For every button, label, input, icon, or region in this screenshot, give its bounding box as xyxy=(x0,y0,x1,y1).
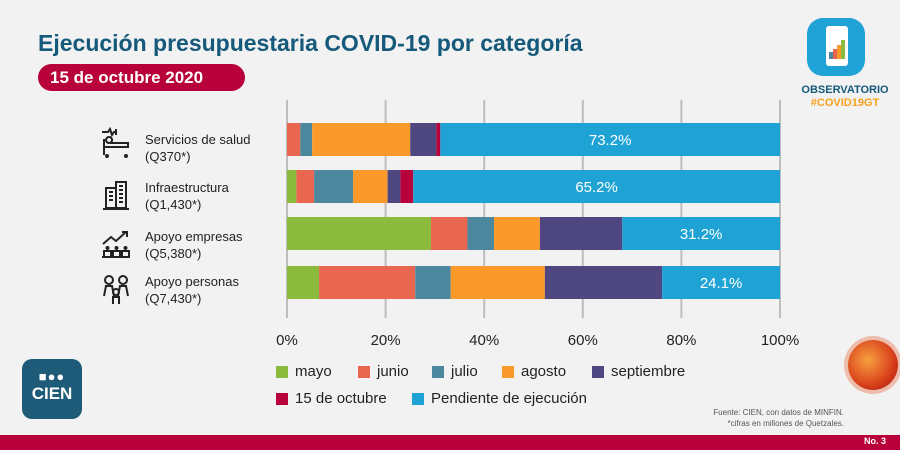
bar-segment-septiembre xyxy=(410,123,437,156)
bar-segment-pendiente-de-ejecución xyxy=(662,266,780,299)
bar-segment-mayo xyxy=(287,266,320,299)
family-icon xyxy=(103,275,129,304)
data-label: 31.2% xyxy=(680,226,723,243)
row-amount: (Q1,430*) xyxy=(145,197,202,212)
legend-label: Pendiente de ejecución xyxy=(431,390,587,407)
legend-swatch xyxy=(358,365,370,378)
legend-item: julio xyxy=(432,363,478,380)
bar-segment-julio xyxy=(467,217,495,250)
cien-logo-word: CIEN xyxy=(31,384,73,403)
legend-label: julio xyxy=(451,363,478,380)
legend-swatch xyxy=(502,365,514,378)
x-tick-label: 60% xyxy=(568,332,598,349)
bar-segment-julio xyxy=(415,266,451,299)
footer-bar: No. 3 xyxy=(0,435,900,450)
cien-logo: ■●● CIEN xyxy=(22,359,82,419)
legend-swatch xyxy=(276,365,288,378)
x-tick-label: 20% xyxy=(371,332,401,349)
row-name: Apoyo personas xyxy=(145,274,239,289)
page-number: No. 3 xyxy=(863,436,886,446)
bar-segment-pendiente-de-ejecución xyxy=(413,170,780,203)
bar-segment-junio xyxy=(296,170,315,203)
bar-segment-pendiente-de-ejecución xyxy=(440,123,780,156)
bar-segment-15-de-octubre xyxy=(436,123,441,156)
page-title: Ejecución presupuestaria COVID-19 por ca… xyxy=(38,30,583,56)
bar-segment-septiembre xyxy=(544,266,663,299)
row-amount: (Q5,380*) xyxy=(145,246,202,261)
legend-item: agosto xyxy=(502,363,566,380)
x-tick-label: 80% xyxy=(666,332,696,349)
bar-segment-septiembre xyxy=(539,217,623,250)
bar-segment-15-de-octubre xyxy=(400,170,414,203)
units-note: *cifras en millones de Quetzales. xyxy=(727,419,845,428)
bar-segment-junio xyxy=(319,266,416,299)
source-text: Fuente: CIEN, con datos de MINFIN. xyxy=(713,408,844,417)
row-amount: (Q7,430*) xyxy=(145,291,202,306)
legend-label: agosto xyxy=(521,363,567,380)
bar-segment-junio xyxy=(287,123,301,156)
observatorio-hashtag: #COVID19GT xyxy=(810,97,880,109)
legend-item: junio xyxy=(358,363,409,380)
row-name: Servicios de salud xyxy=(145,132,251,147)
bar-segment-agosto xyxy=(312,123,411,156)
data-label: 65.2% xyxy=(575,179,618,196)
row-name: Infraestructura xyxy=(145,180,229,195)
phone-chart-icon xyxy=(826,26,848,66)
row-name: Apoyo empresas xyxy=(145,229,243,244)
bar-segment-julio xyxy=(314,170,354,203)
legend-label: 15 de octubre xyxy=(295,390,387,407)
x-tick-label: 0% xyxy=(276,332,298,349)
bar-segment-agosto xyxy=(450,266,545,299)
observatorio-logo xyxy=(807,18,865,76)
cien-dots-icon: ■●● xyxy=(38,369,66,384)
bar-segment-agosto xyxy=(353,170,388,203)
observatorio-title: OBSERVATORIO xyxy=(801,84,889,96)
bar-segment-mayo xyxy=(287,217,431,250)
bar-segment-junio xyxy=(430,217,468,250)
bar-segment-julio xyxy=(300,123,313,156)
hospital-bed-icon xyxy=(102,127,129,158)
business-growth-icon xyxy=(102,231,130,258)
bar-segment-mayo xyxy=(287,170,297,203)
legend-item: septiembre xyxy=(592,363,685,380)
bar-segment-pendiente-de-ejecución xyxy=(622,217,780,250)
legend-item: mayo xyxy=(276,363,332,380)
bar-segment-septiembre xyxy=(387,170,401,203)
data-label: 24.1% xyxy=(700,275,743,292)
x-tick-label: 40% xyxy=(469,332,499,349)
legend-item: 15 de octubre xyxy=(276,390,387,407)
legend-swatch xyxy=(276,392,288,405)
legend-item: Pendiente de ejecución xyxy=(412,390,587,407)
source-note: Fuente: CIEN, con datos de MINFIN. *cifr… xyxy=(713,407,844,429)
x-tick-label: 100% xyxy=(761,332,799,349)
legend-swatch xyxy=(412,392,424,405)
legend-label: septiembre xyxy=(611,363,686,380)
legend-label: junio xyxy=(377,363,409,380)
legend-swatch xyxy=(592,365,604,378)
data-label: 73.2% xyxy=(589,132,632,149)
building-icon xyxy=(103,181,129,210)
legend-label: mayo xyxy=(295,363,332,380)
bar-segment-agosto xyxy=(494,217,540,250)
row-amount: (Q370*) xyxy=(145,149,191,164)
date-badge: 15 de octubre 2020 xyxy=(38,64,245,91)
coronavirus-icon xyxy=(848,340,898,390)
legend-swatch xyxy=(432,365,444,378)
